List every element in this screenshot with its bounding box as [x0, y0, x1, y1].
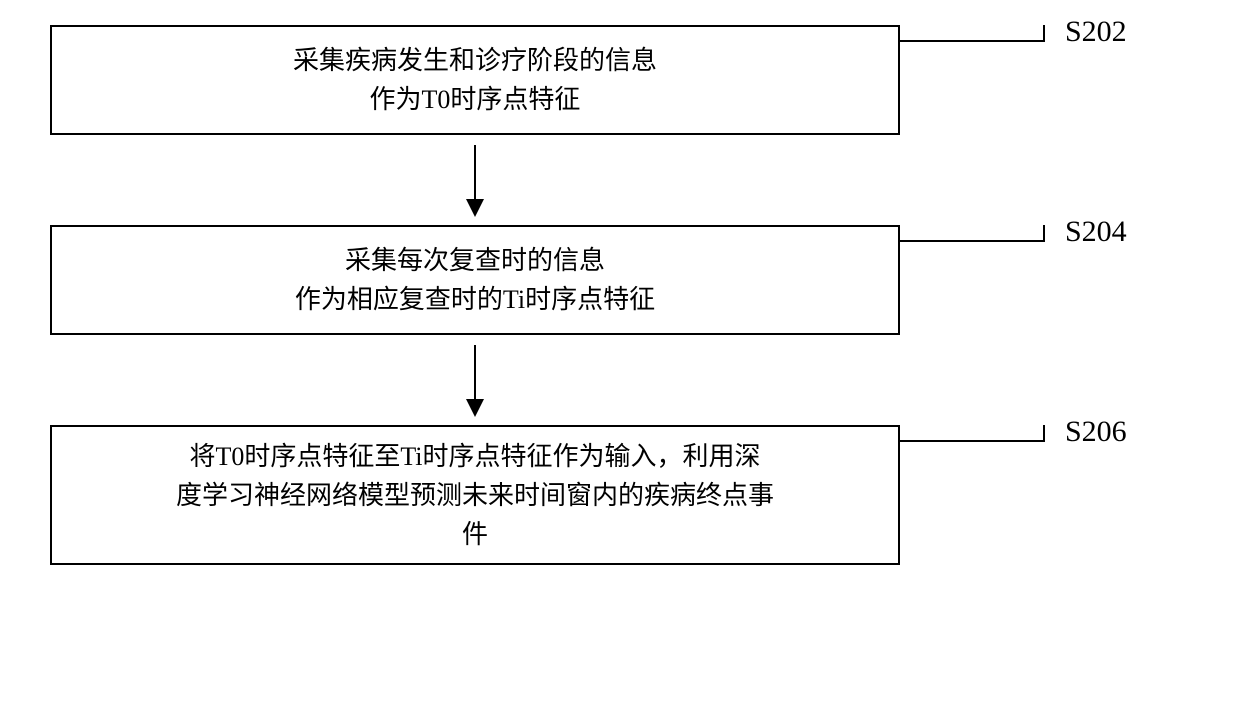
arrow-2-line	[474, 345, 476, 415]
step-3-connector-h	[900, 440, 1045, 442]
step-1-container: 采集疾病发生和诊疗阶段的信息 作为T0时序点特征 S202	[50, 25, 1190, 135]
step-3-line-2: 度学习神经网络模型预测未来时间窗内的疾病终点事	[176, 476, 774, 515]
step-1-label: S202	[1065, 15, 1127, 49]
step-1-connector-v	[1043, 25, 1045, 40]
step-2-box: 采集每次复查时的信息 作为相应复查时的Ti时序点特征	[50, 225, 900, 335]
step-3-connector-v	[1043, 425, 1045, 440]
step-3-container: 将T0时序点特征至Ti时序点特征作为输入，利用深 度学习神经网络模型预测未来时间…	[50, 425, 1190, 565]
step-3-label: S206	[1065, 415, 1127, 449]
step-1-connector-h	[900, 40, 1045, 42]
arrow-1	[50, 135, 900, 225]
step-2-connector-v	[1043, 225, 1045, 240]
step-2-container: 采集每次复查时的信息 作为相应复查时的Ti时序点特征 S204	[50, 225, 1190, 335]
step-2-connector-h	[900, 240, 1045, 242]
flowchart-container: 采集疾病发生和诊疗阶段的信息 作为T0时序点特征 S202 采集每次复查时的信息…	[50, 25, 1190, 565]
step-1-line-2: 作为T0时序点特征	[370, 80, 581, 119]
step-3-line-1: 将T0时序点特征至Ti时序点特征作为输入，利用深	[189, 437, 760, 476]
step-1-line-1: 采集疾病发生和诊疗阶段的信息	[293, 41, 657, 80]
step-1-box: 采集疾病发生和诊疗阶段的信息 作为T0时序点特征	[50, 25, 900, 135]
arrow-2-head	[466, 399, 484, 417]
step-2-label: S204	[1065, 215, 1127, 249]
step-3-line-3: 件	[462, 515, 488, 554]
step-2-line-1: 采集每次复查时的信息	[345, 241, 605, 280]
arrow-2	[50, 335, 900, 425]
arrow-1-head	[466, 199, 484, 217]
step-3-box: 将T0时序点特征至Ti时序点特征作为输入，利用深 度学习神经网络模型预测未来时间…	[50, 425, 900, 565]
step-2-line-2: 作为相应复查时的Ti时序点特征	[295, 280, 655, 319]
arrow-1-line	[474, 145, 476, 215]
